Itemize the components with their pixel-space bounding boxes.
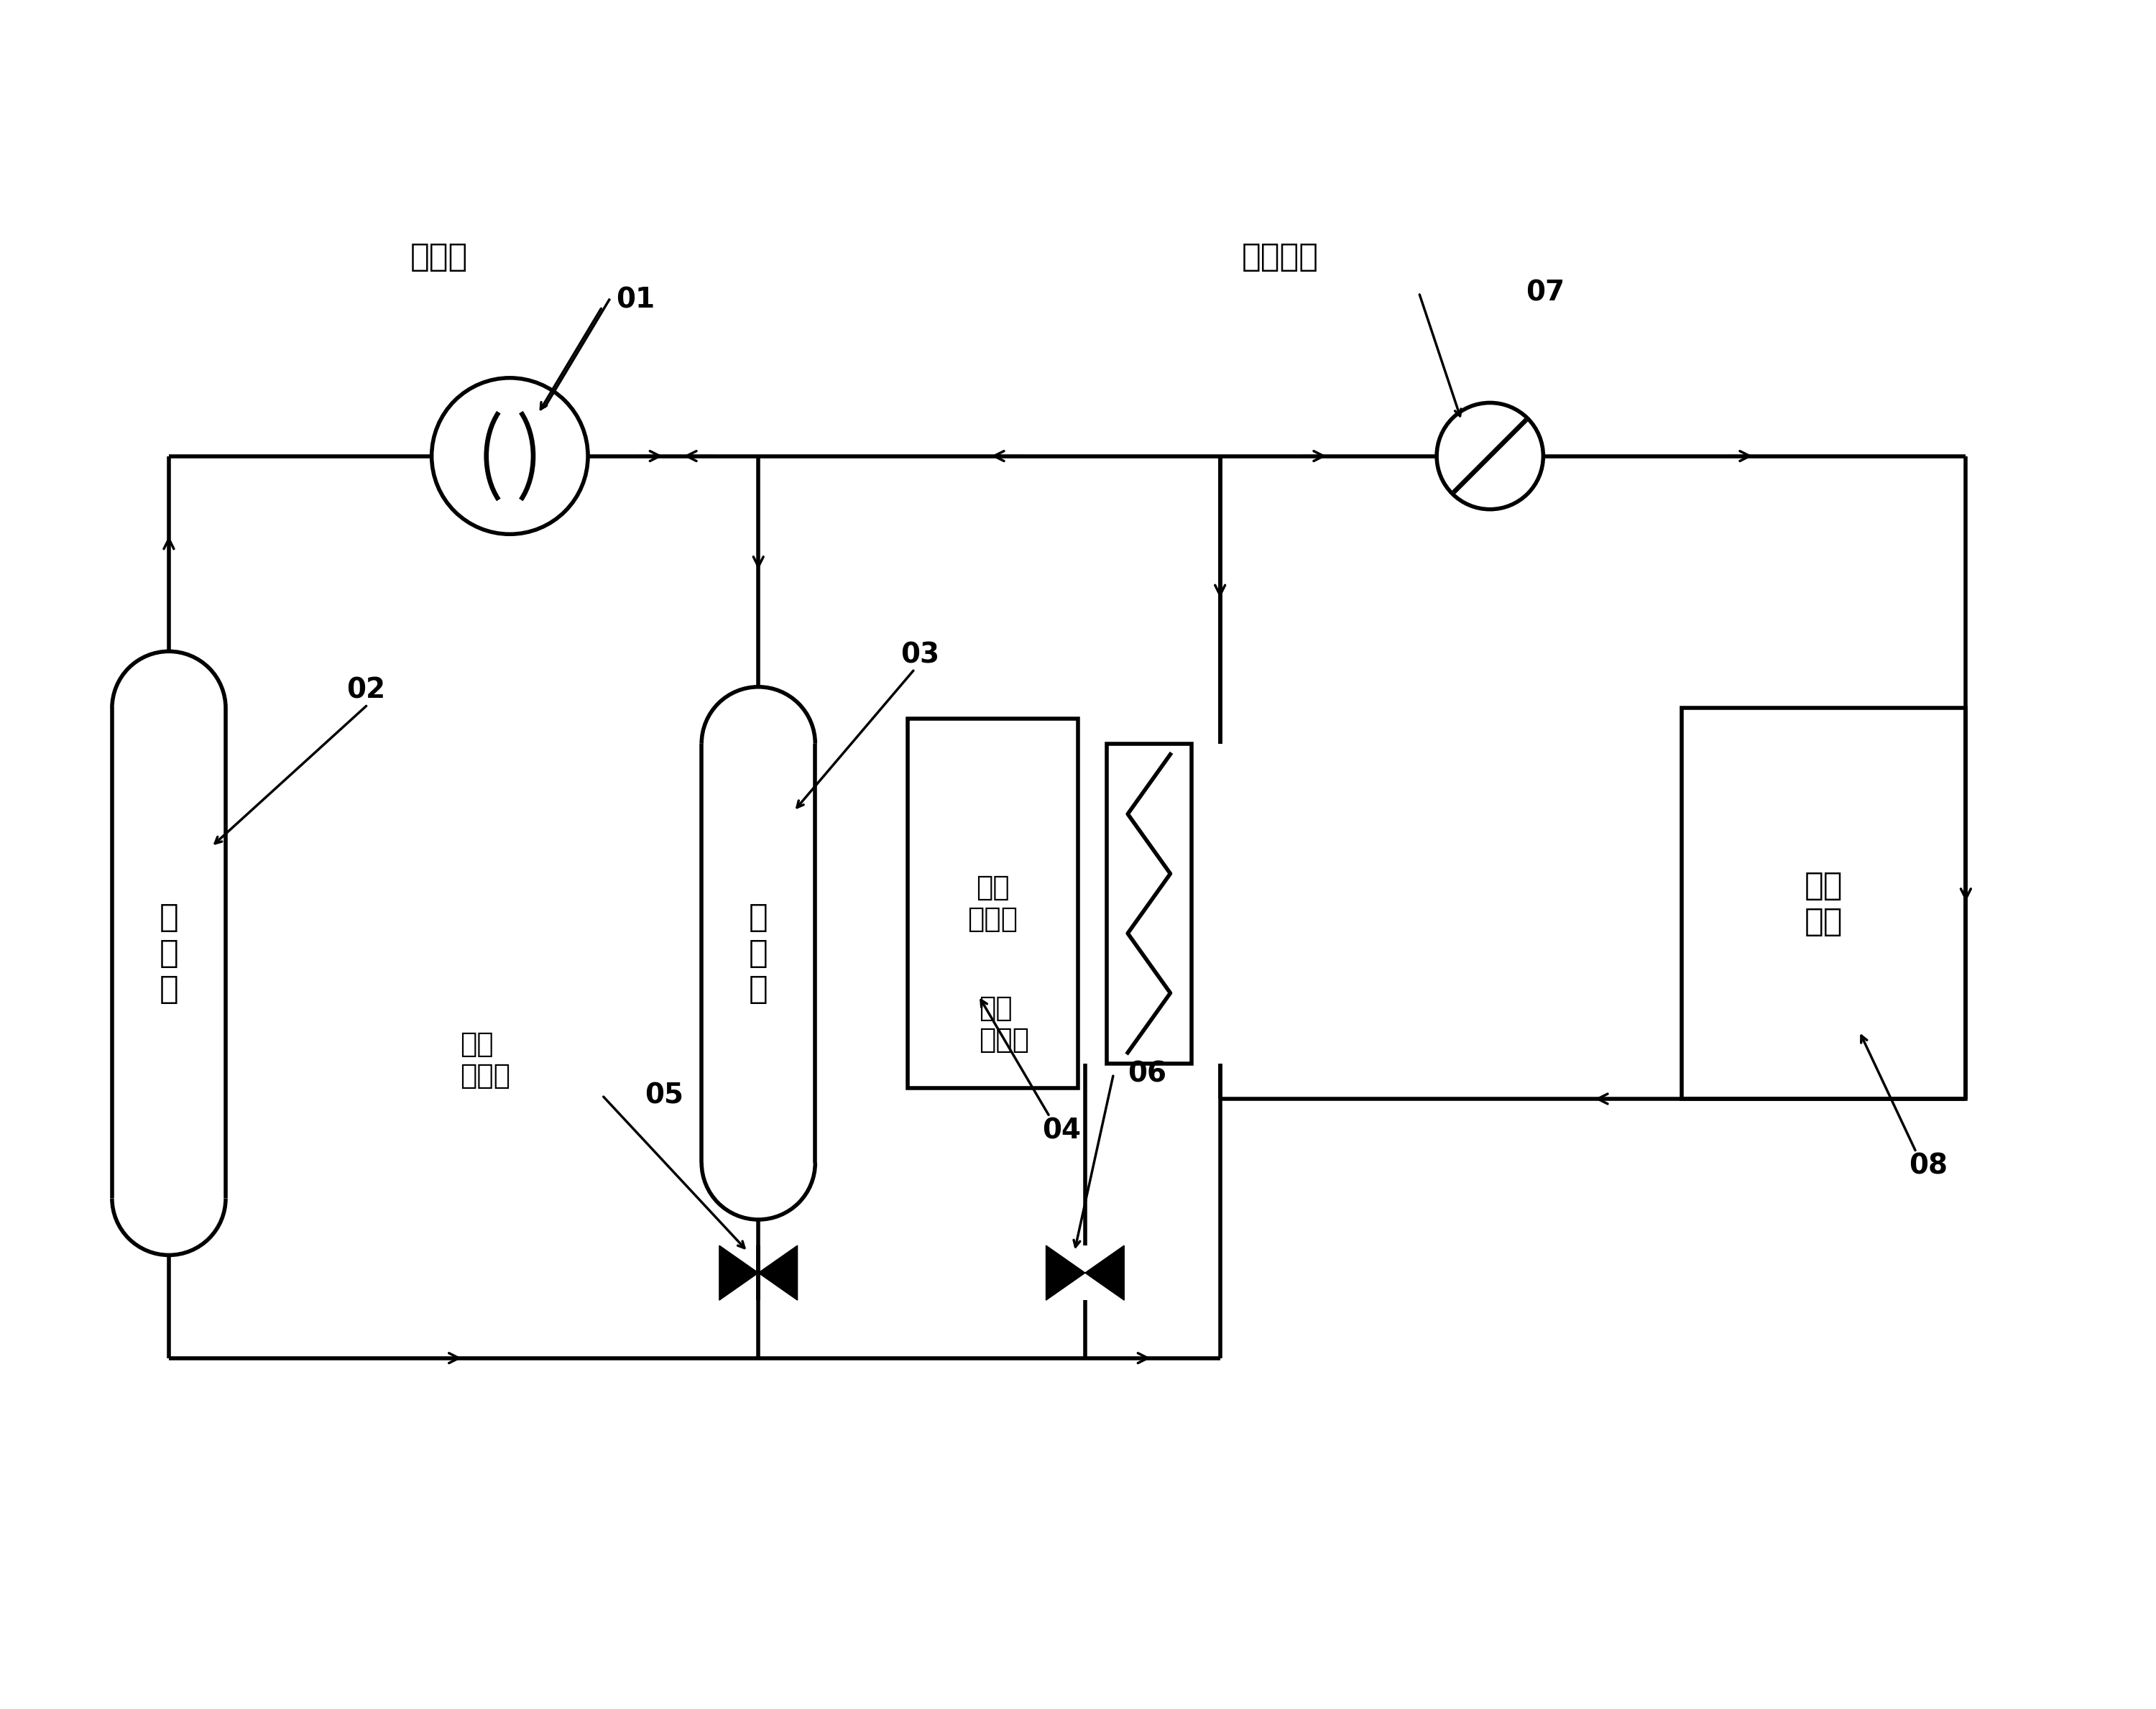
Polygon shape [720,1246,759,1301]
Text: 第一
膨胀阀: 第一 膨胀阀 [979,995,1028,1054]
Text: 冷
凝
器: 冷 凝 器 [160,902,179,1005]
Text: 压缩机: 压缩机 [410,241,468,273]
Text: 电池
冷却器: 电池 冷却器 [968,873,1018,933]
Text: 06: 06 [1128,1060,1166,1087]
Text: 02: 02 [347,677,386,704]
Polygon shape [1084,1246,1123,1301]
Polygon shape [1046,1246,1084,1301]
Text: 动力
电池: 动力 电池 [1805,870,1843,937]
Polygon shape [759,1246,798,1301]
Text: 07: 07 [1526,279,1565,306]
Bar [1106,743,1192,1063]
Text: 03: 03 [901,641,940,668]
Text: 08: 08 [1908,1152,1947,1179]
Text: 04: 04 [1044,1118,1082,1145]
Text: 冷却液泵: 冷却液泵 [1242,241,1317,273]
Bar [1682,708,1966,1099]
Text: 01: 01 [617,285,655,313]
Text: 第二
膨胀阀: 第二 膨胀阀 [459,1031,511,1089]
Text: 蒸
发
器: 蒸 发 器 [748,902,768,1005]
Bar [908,719,1078,1089]
Text: 05: 05 [645,1082,683,1109]
